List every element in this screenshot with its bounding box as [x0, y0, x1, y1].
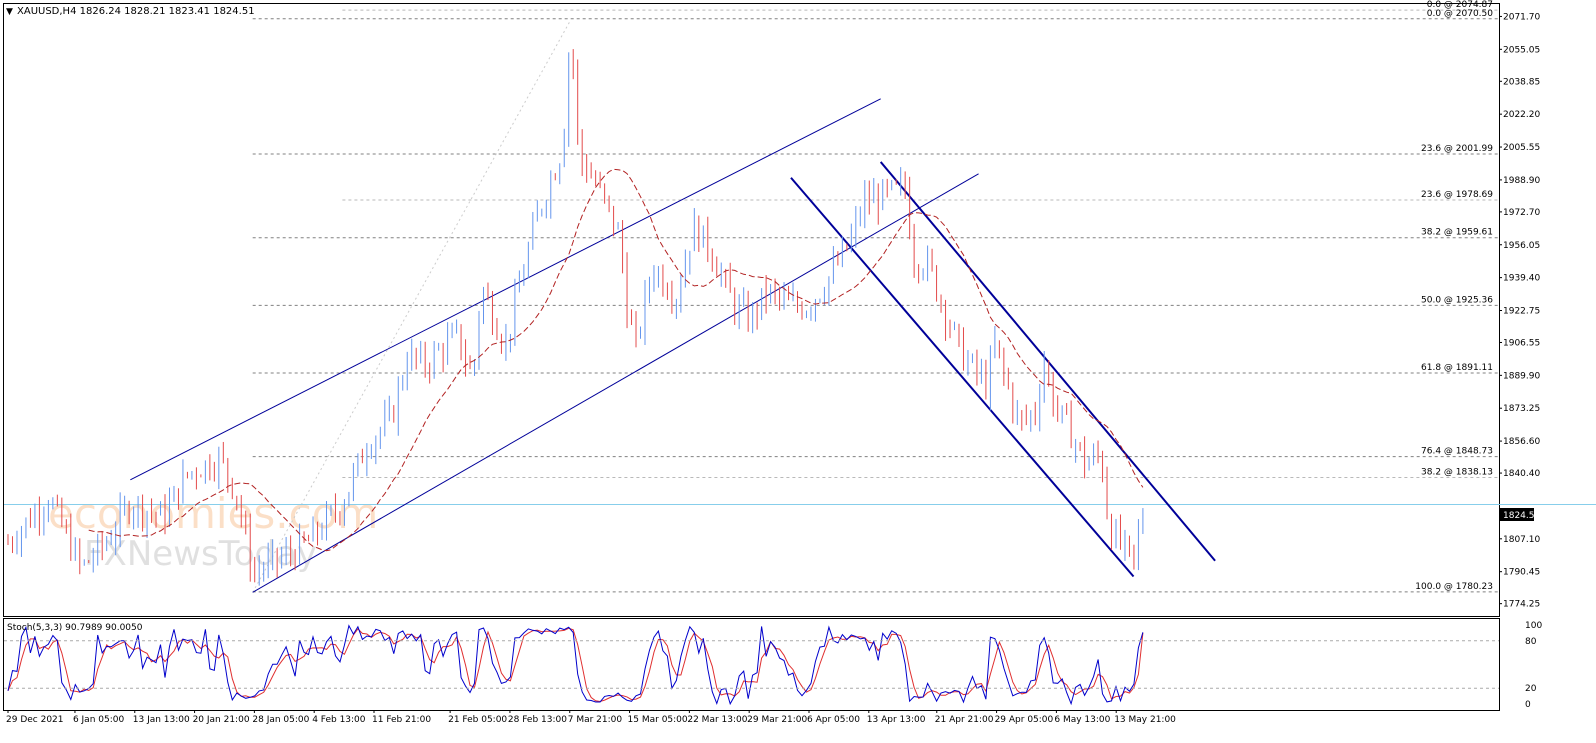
- time-tick-label: 13 May 21:00: [1114, 715, 1176, 725]
- menu-arrow-icon[interactable]: ▼: [6, 7, 13, 17]
- price-tick-label: 1790.45: [1503, 568, 1540, 578]
- stoch-tick-label: 80: [1525, 637, 1537, 647]
- price-tick-label: 2038.85: [1503, 77, 1540, 87]
- price-tick-label: 1873.25: [1503, 404, 1540, 414]
- time-tick-label: 28 Feb 13:00: [508, 715, 567, 725]
- price-tick-label: 2005.55: [1503, 143, 1540, 153]
- price-tick-label: 1774.25: [1503, 600, 1540, 610]
- watermark-fxnewstoday: FXNewsToday: [84, 534, 317, 574]
- time-tick-label: 4 Feb 13:00: [312, 715, 366, 725]
- price-tick-label: 1906.55: [1503, 338, 1540, 348]
- fib-label: 0.0 @ 2070.50: [1427, 9, 1494, 19]
- price-tick-label: 1972.70: [1503, 208, 1540, 218]
- price-tick-label: 1807.10: [1503, 535, 1540, 545]
- time-tick-label: 7 Mar 21:00: [568, 715, 623, 725]
- fibonacci-levels: 0.0 @ 2074.87 23.6 @ 1978.69 38.2 @ 1838.1…: [4, 0, 1596, 593]
- price-tick-label: 1840.40: [1503, 469, 1540, 479]
- time-tick-label: 11 Feb 21:00: [372, 715, 431, 725]
- trendline-channel_down_upper: [879, 161, 1216, 562]
- trendline-channel_up: [130, 98, 881, 481]
- time-tick-label: 29 Apr 05:00: [995, 715, 1054, 725]
- price-tick-label: 1856.60: [1503, 437, 1540, 447]
- last-price-tag: [1500, 508, 1534, 521]
- stoch-tick-label: 0: [1525, 700, 1531, 710]
- axes: 2071.70 2055.05 2038.85 2022.20 2005.55 1988.…: [6, 12, 1542, 725]
- time-tick-label: 13 Jan 13:00: [133, 715, 190, 725]
- moving-average: [88, 168, 1144, 552]
- time-tick-label: 20 Jan 21:00: [193, 715, 250, 725]
- trendline-drawings: [130, 98, 1216, 593]
- fib-label: 76.4 @ 1848.73: [1421, 447, 1493, 457]
- trendline-channel_up_lower: [252, 173, 979, 593]
- fib-label: 38.2 @ 1838.13: [1421, 468, 1493, 478]
- stoch-main-line: [7, 624, 1144, 706]
- time-tick-label: 22 Mar 13:00: [687, 715, 747, 725]
- price-bars: [7, 49, 1144, 586]
- time-tick-label: 21 Apr 21:00: [935, 715, 994, 725]
- watermark-economies: economies.com: [48, 489, 378, 538]
- symbol-ohlc-label: XAUUSD,H4 1826.24 1828.21 1823.41 1824.5…: [17, 6, 255, 17]
- stochastic-lines: [4, 624, 1499, 706]
- price-tick-label: 1922.75: [1503, 306, 1540, 316]
- last-price-label: 1824.51: [1503, 511, 1540, 521]
- watermark: economies.com FXNewsToday: [48, 489, 378, 574]
- fib-label: 50.0 @ 1925.36: [1421, 295, 1493, 305]
- time-tick-label: 21 Feb 05:00: [448, 715, 507, 725]
- fib-label: 0.0 @ 2074.87: [1427, 0, 1493, 10]
- stoch-tick-label: 100: [1525, 621, 1542, 631]
- time-tick-label: 28 Jan 05:00: [252, 715, 309, 725]
- time-tick-label: 6 Jan 05:00: [73, 715, 125, 725]
- price-tick-label: 1956.05: [1503, 241, 1540, 251]
- time-tick-label: 15 Mar 05:00: [628, 715, 688, 725]
- fib-label: 38.2 @ 1959.61: [1421, 228, 1493, 238]
- price-tick-label: 1889.90: [1503, 371, 1540, 381]
- price-tick-label: 1939.40: [1503, 274, 1540, 284]
- stoch-label: Stoch(5,3,3) 90.7989 90.0050: [7, 623, 143, 633]
- time-tick-label: 29 Dec 2021: [6, 715, 64, 725]
- fib-label: 61.8 @ 1891.11: [1421, 363, 1493, 373]
- time-tick-label: 29 Mar 21:00: [747, 715, 807, 725]
- fib-label: 23.6 @ 2001.99: [1421, 144, 1493, 154]
- stoch-signal-line: [7, 627, 1144, 703]
- moving-average-line: [88, 168, 1144, 552]
- price-tick-label: 2071.70: [1503, 12, 1540, 22]
- time-tick-label: 13 Apr 13:00: [867, 715, 926, 725]
- stoch-tick-label: 20: [1525, 684, 1537, 694]
- fib-base-line: [252, 19, 572, 593]
- time-tick-label: 6 May 13:00: [1054, 715, 1110, 725]
- trendline-channel_down_lower: [790, 177, 1135, 578]
- fib-label: 23.6 @ 1978.69: [1421, 190, 1493, 200]
- time-tick-label: 6 Apr 05:00: [807, 715, 860, 725]
- price-tick-label: 1988.90: [1503, 176, 1540, 186]
- stoch-pane-frame: [3, 618, 1500, 711]
- price-tick-label: 2055.05: [1503, 45, 1540, 55]
- fib-label: 100.0 @ 1780.23: [1415, 582, 1493, 592]
- price-tick-label: 2022.20: [1503, 110, 1540, 120]
